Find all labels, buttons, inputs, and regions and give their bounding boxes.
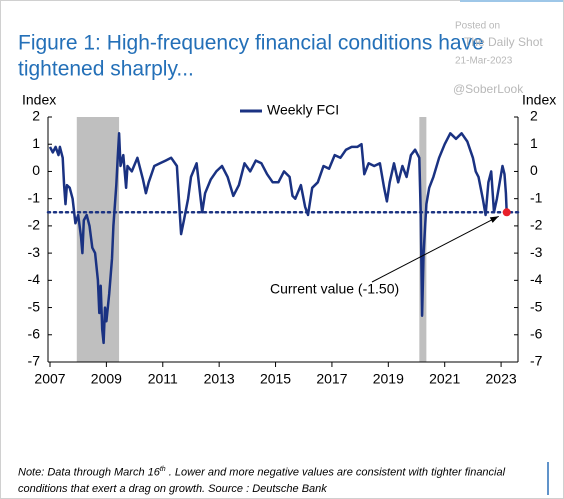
x-tick-label: 2023 xyxy=(486,371,517,387)
y2-tick-label: -6 xyxy=(530,325,543,341)
note: Note: Data through March 16th . Lower an… xyxy=(18,462,548,497)
y2-tick-label: 2 xyxy=(530,108,538,124)
y2-tick-label: -4 xyxy=(530,271,543,287)
y2-axis-label: Index xyxy=(522,92,556,108)
y-tick-label: -6 xyxy=(28,325,41,341)
y-axis-label: Index xyxy=(22,92,56,108)
y2-tick-label: -5 xyxy=(530,298,543,314)
y2-tick-label: -3 xyxy=(530,244,543,260)
current-value-marker xyxy=(502,208,511,217)
annotation-arrow xyxy=(371,215,499,283)
x-tick-label: 2019 xyxy=(373,371,404,387)
y-tick-label: -5 xyxy=(28,298,41,314)
watermark: @SoberLook xyxy=(453,82,524,96)
y-tick-label: 1 xyxy=(32,135,40,151)
y-tick-label: -7 xyxy=(28,353,41,369)
x-tick-label: 2009 xyxy=(91,371,122,387)
x-tick-label: 2007 xyxy=(34,371,65,387)
note-text: conditions that exert a drag on growth. … xyxy=(18,482,327,495)
legend-label: Weekly FCI xyxy=(267,102,339,118)
chart-title: Figure 1: High-frequency financial condi… xyxy=(18,32,484,55)
x-tick-label: 2015 xyxy=(260,371,291,387)
y-tick-label: 0 xyxy=(32,162,40,178)
y-tick-label: -4 xyxy=(28,271,41,287)
y2-tick-label: 1 xyxy=(530,135,538,151)
shaded-region xyxy=(419,117,427,362)
y2-tick-label: -7 xyxy=(530,353,543,369)
y-tick-label: -3 xyxy=(28,244,41,260)
watermark: Posted on xyxy=(455,21,500,32)
note-text: th xyxy=(159,466,166,473)
x-tick-label: 2021 xyxy=(429,371,460,387)
x-tick-label: 2013 xyxy=(204,371,235,387)
x-tick-label: 2017 xyxy=(316,371,347,387)
y-tick-label: -1 xyxy=(28,189,41,205)
y2-tick-label: -2 xyxy=(530,217,543,233)
y-tick-label: 2 xyxy=(32,108,40,124)
chart-title: tightened sharply... xyxy=(18,58,194,81)
arrow-head xyxy=(489,216,499,223)
note-text: . Lower and more negative values are con… xyxy=(165,466,506,479)
y2-tick-label: 0 xyxy=(530,162,538,178)
watermark: The Daily Shot xyxy=(464,35,543,49)
y-tick-label: -2 xyxy=(28,217,41,233)
annotation: Current value (-1.50) xyxy=(270,281,399,297)
line-series xyxy=(48,132,508,345)
y2-tick-label: -1 xyxy=(530,189,543,205)
watermark: 21-Mar-2023 xyxy=(455,56,513,67)
note-text: Note: Data through March 16 xyxy=(18,466,160,479)
x-tick-label: 2011 xyxy=(148,371,178,387)
